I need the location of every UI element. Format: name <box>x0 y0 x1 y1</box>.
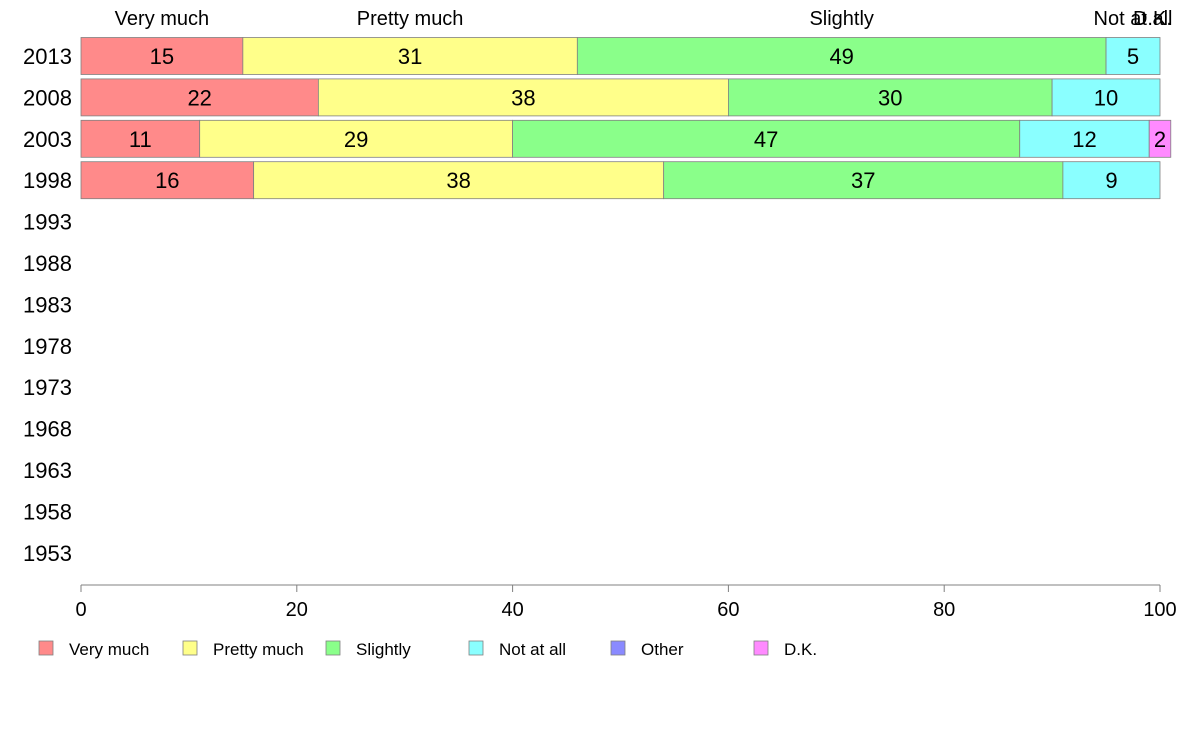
data-label: 49 <box>829 44 853 69</box>
data-label: 38 <box>511 85 535 110</box>
top-label: Very much <box>115 8 209 30</box>
bar-segment <box>1105 37 1161 75</box>
data-label: 22 <box>187 85 211 110</box>
data-label: 12 <box>1072 127 1096 152</box>
legend-label: Slightly <box>356 640 411 659</box>
bar-segment <box>317 78 729 117</box>
bar-segment <box>728 78 1053 117</box>
bars: 15 31 49 5 22 38 30 10 11 29 47 12 2 16 38 37 9 <box>80 37 1172 200</box>
data-label: 29 <box>344 127 368 152</box>
y-tick-label: 1993 <box>23 210 72 235</box>
data-label: 15 <box>150 44 174 69</box>
data-label: 11 <box>129 127 152 152</box>
bar-segment <box>512 119 1021 158</box>
legend-swatch <box>325 640 341 656</box>
legend-swatch <box>753 640 769 656</box>
x-tick-label: 60 <box>717 599 739 621</box>
y-tick-label: 2013 <box>23 44 72 69</box>
top-label: D.K. <box>1133 8 1172 30</box>
data-label: 5 <box>1127 44 1139 69</box>
y-tick-label: 1988 <box>23 251 72 276</box>
legend-swatch <box>182 640 198 656</box>
data-label: 9 <box>1105 168 1117 193</box>
legend-label: D.K. <box>784 640 817 659</box>
x-tick-label: 20 <box>286 599 308 621</box>
data-label: 38 <box>446 168 470 193</box>
legend: Very much Pretty much Slightly Not at all Ot… <box>38 640 817 659</box>
top-label: Pretty much <box>357 8 464 30</box>
bar-segment <box>663 161 1064 200</box>
legend-swatch <box>38 640 54 656</box>
bar-segment <box>80 78 319 117</box>
top-label: Not at all <box>1094 8 1173 30</box>
y-tick-label: 1958 <box>23 499 72 524</box>
y-tick-label: 1983 <box>23 292 72 317</box>
bar-segment <box>1051 78 1161 117</box>
legend-label: Not at all <box>499 640 566 659</box>
y-tick-label: 1963 <box>23 458 72 483</box>
bar-segment <box>80 119 201 158</box>
bar-segment <box>242 37 578 75</box>
bar-segment <box>1019 119 1150 158</box>
data-label: 16 <box>155 168 179 193</box>
legend-swatch <box>468 640 484 656</box>
x-axis: 0 20 40 60 80 100 <box>75 584 1177 621</box>
bar-segment <box>1148 119 1172 158</box>
bar-segment <box>1062 161 1161 200</box>
y-tick-label: 1978 <box>23 334 72 359</box>
data-label: 10 <box>1094 85 1118 110</box>
y-tick-label: 1973 <box>23 375 72 400</box>
data-label: 47 <box>754 127 778 152</box>
top-labels: Very much Pretty much Slightly Not at allD.… <box>115 8 1173 30</box>
data-label: 31 <box>398 44 422 69</box>
y-tick-label: 1968 <box>23 417 72 442</box>
legend-label: Very much <box>69 640 149 659</box>
legend-label: Other <box>641 640 684 659</box>
bar-segment <box>199 119 514 158</box>
data-label: 30 <box>878 85 902 110</box>
x-tick-label: 100 <box>1143 599 1176 621</box>
y-tick-label: 2003 <box>23 127 72 152</box>
y-tick-label: 1953 <box>23 541 72 566</box>
x-tick-label: 0 <box>75 599 86 621</box>
data-label: 37 <box>851 168 875 193</box>
bar-segment <box>253 161 665 200</box>
y-tick-label: 2008 <box>23 85 72 110</box>
x-tick-label: 80 <box>933 599 955 621</box>
top-label: Slightly <box>809 8 873 30</box>
data-label: 2 <box>1154 127 1166 152</box>
legend-label: Pretty much <box>213 640 304 659</box>
y-axis-labels: 2013 2008 2003 1998 1993 1988 1983 1978 1973 1968… <box>23 44 72 566</box>
y-tick-label: 1998 <box>23 168 72 193</box>
legend-swatch <box>610 640 626 656</box>
x-tick-label: 40 <box>501 599 523 621</box>
